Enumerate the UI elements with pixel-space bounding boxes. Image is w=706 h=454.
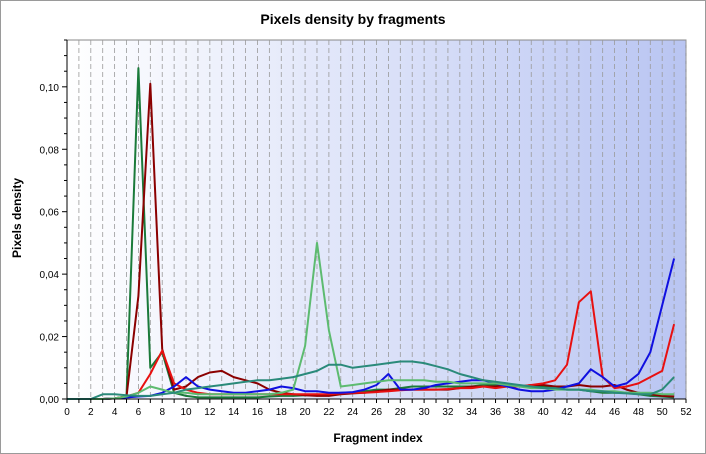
y-axis: 0,00 0,02 0,04 0,06 0,08 0,10 bbox=[40, 39, 68, 406]
x-tick-label: 34 bbox=[466, 407, 478, 418]
x-tick-label: 38 bbox=[514, 407, 526, 418]
x-tick-label: 20 bbox=[300, 407, 312, 418]
x-tick-label: 4 bbox=[112, 407, 118, 418]
x-tick-label: 44 bbox=[585, 407, 597, 418]
y-tick-label: 0,04 bbox=[40, 270, 60, 281]
x-tick-label: 28 bbox=[395, 407, 407, 418]
x-tick-label: 10 bbox=[180, 407, 192, 418]
x-tick-label: 52 bbox=[680, 407, 692, 418]
x-tick-label: 0 bbox=[64, 407, 70, 418]
x-tick-label: 40 bbox=[538, 407, 550, 418]
series-layer bbox=[67, 67, 676, 400]
x-tick-label: 24 bbox=[347, 407, 359, 418]
x-tick-label: 14 bbox=[228, 407, 240, 418]
series-line-3 bbox=[67, 290, 676, 400]
x-tick-label: 36 bbox=[490, 407, 502, 418]
x-tick-label: 12 bbox=[204, 407, 216, 418]
x-tick-label: 50 bbox=[657, 407, 669, 418]
y-axis-title: Pixels density bbox=[10, 178, 24, 258]
x-tick-label: 18 bbox=[276, 407, 288, 418]
x-tick-label: 26 bbox=[371, 407, 383, 418]
series-line-6 bbox=[67, 360, 675, 400]
chart-title: Pixels density by fragments bbox=[260, 11, 445, 27]
y-tick-label: 0,02 bbox=[40, 333, 60, 344]
y-tick-label: 0,08 bbox=[40, 145, 60, 156]
x-tick-label: 42 bbox=[561, 407, 573, 418]
x-axis: 0 2 4 6 8 10 12 14 16 18 20 22 24 26 28 30 32 34 36 38 40 42 4… bbox=[64, 398, 692, 418]
x-tick-label: 32 bbox=[442, 407, 454, 418]
x-tick-label: 2 bbox=[88, 407, 94, 418]
x-axis-title: Fragment index bbox=[333, 431, 423, 445]
y-tick-label: 0,06 bbox=[40, 208, 60, 219]
y-tick-label: 0,00 bbox=[40, 395, 60, 406]
x-tick-label: 46 bbox=[609, 407, 621, 418]
x-tick-label: 8 bbox=[159, 407, 165, 418]
vertical-grid bbox=[78, 40, 687, 399]
x-tick-label: 30 bbox=[419, 407, 431, 418]
y-tick-label: 0,10 bbox=[40, 83, 60, 94]
series-line-4 bbox=[67, 258, 676, 400]
x-tick-label: 22 bbox=[323, 407, 335, 418]
x-tick-label: 48 bbox=[633, 407, 645, 418]
x-tick-label: 16 bbox=[252, 407, 264, 418]
x-tick-label: 6 bbox=[136, 407, 142, 418]
